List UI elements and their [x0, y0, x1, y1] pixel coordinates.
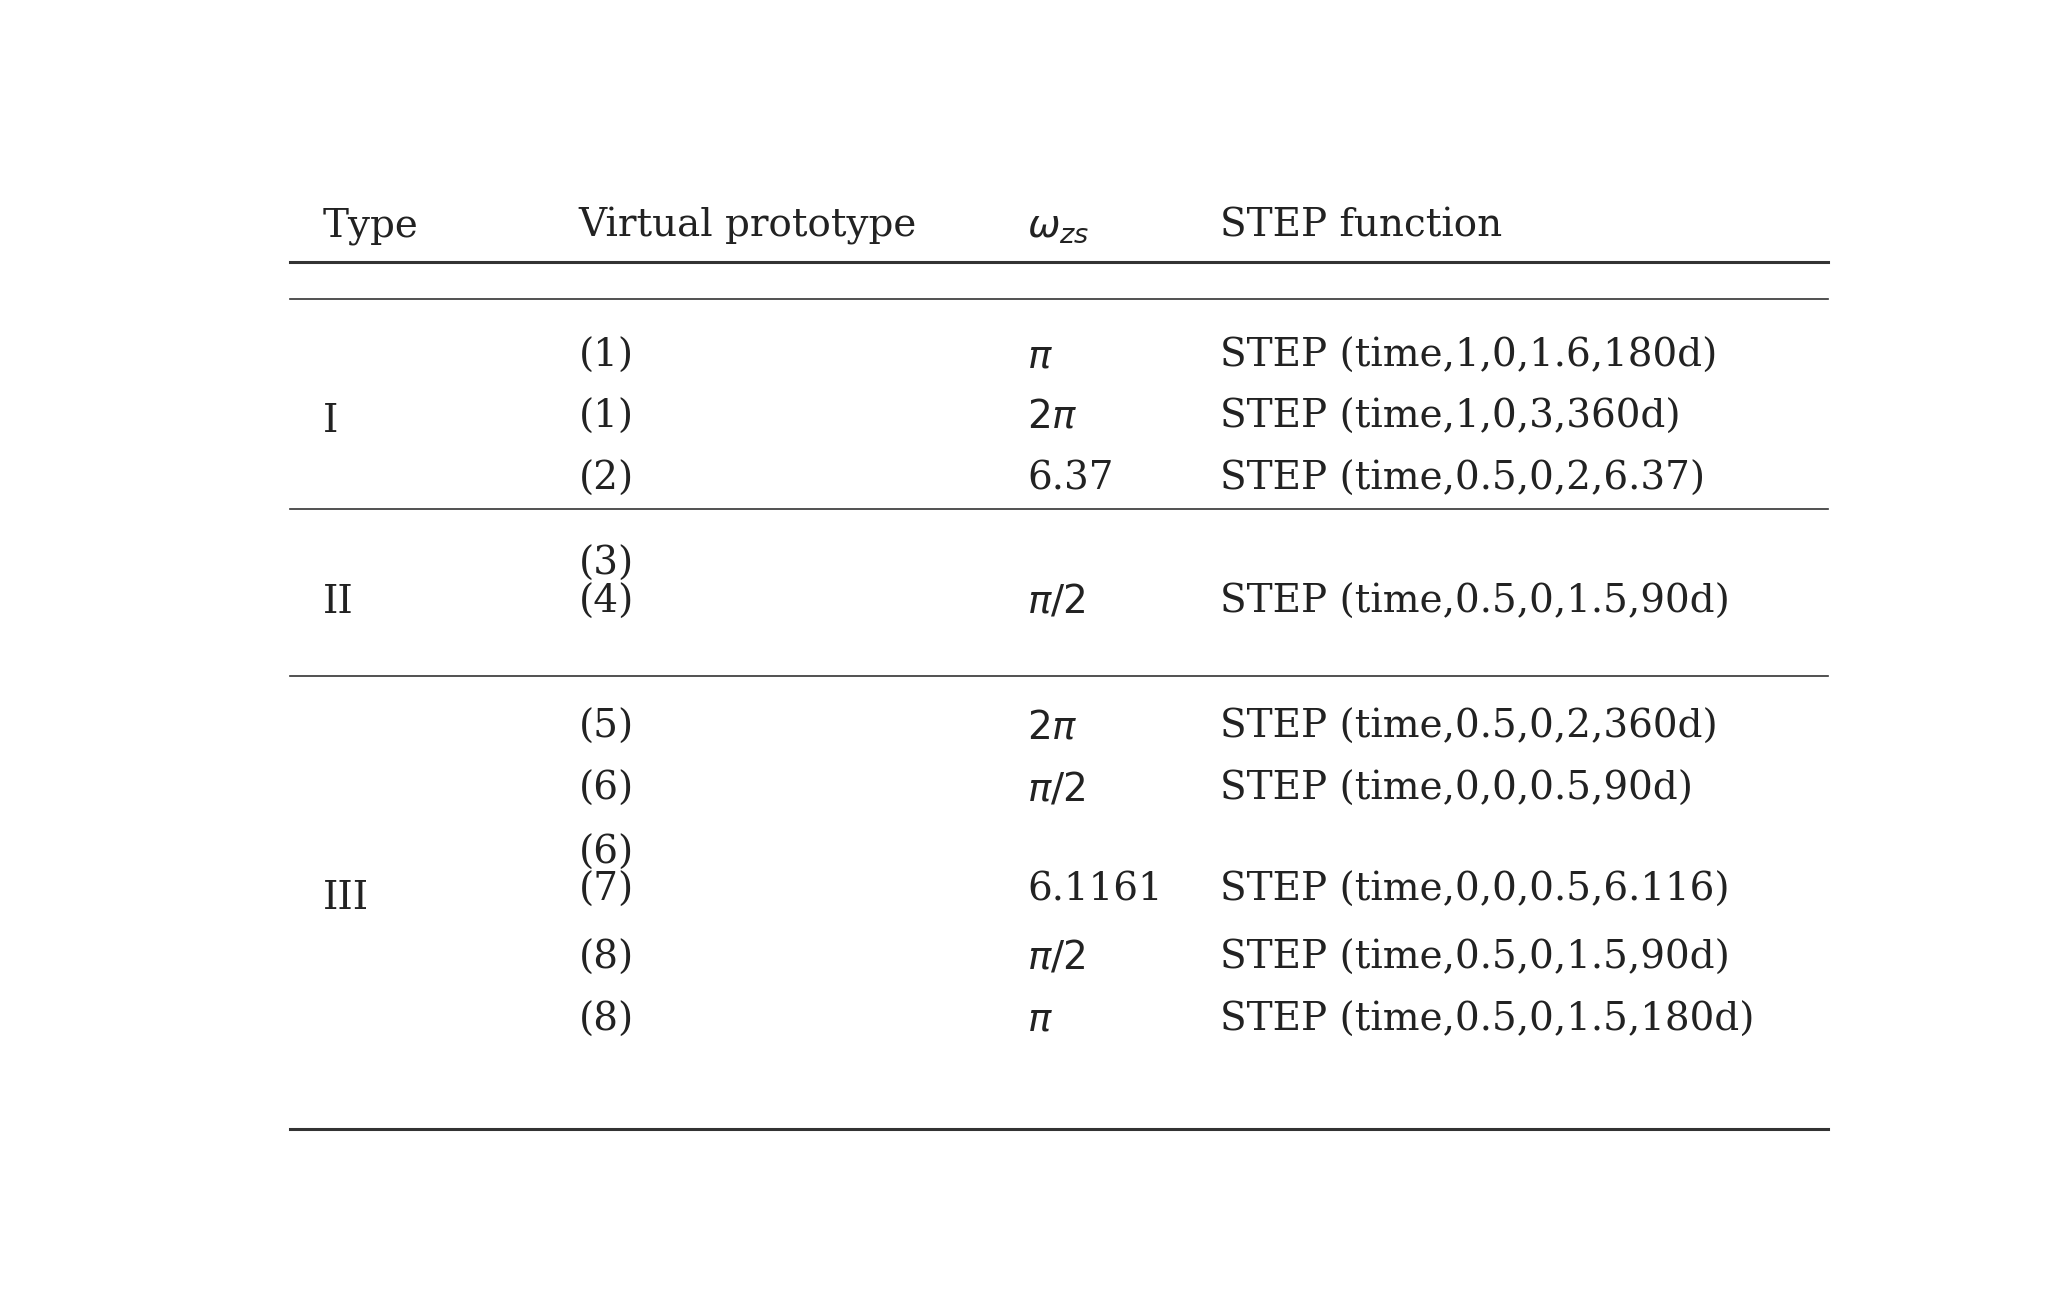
Text: STEP function: STEP function	[1220, 208, 1503, 245]
Text: STEP (time,0.5,0,1.5,90d): STEP (time,0.5,0,1.5,90d)	[1220, 940, 1730, 976]
Text: (8): (8)	[579, 940, 635, 976]
Text: (7): (7)	[579, 871, 635, 909]
Text: 6.1161: 6.1161	[1027, 871, 1164, 909]
Text: $\pi/2$: $\pi/2$	[1027, 940, 1085, 976]
Text: Virtual prototype: Virtual prototype	[579, 207, 918, 245]
Text: STEP (time,0,0,0.5,90d): STEP (time,0,0,0.5,90d)	[1220, 771, 1693, 809]
Text: Type: Type	[322, 207, 418, 245]
Text: (6): (6)	[579, 771, 635, 809]
Text: STEP (time,0.5,0,2,360d): STEP (time,0.5,0,2,360d)	[1220, 710, 1718, 746]
Text: (6): (6)	[579, 835, 635, 871]
Text: STEP (time,1,0,1.6,180d): STEP (time,1,0,1.6,180d)	[1220, 339, 1718, 375]
Text: $\pi/2$: $\pi/2$	[1027, 771, 1085, 809]
Text: (5): (5)	[579, 710, 635, 746]
Text: (4): (4)	[579, 583, 635, 621]
Text: (8): (8)	[579, 1003, 635, 1039]
Text: STEP (time,0,0,0.5,6.116): STEP (time,0,0,0.5,6.116)	[1220, 871, 1730, 909]
Text: (1): (1)	[579, 339, 635, 375]
Text: (2): (2)	[579, 461, 635, 497]
Text: $\pi$: $\pi$	[1027, 1003, 1054, 1039]
Text: STEP (time,0.5,0,1.5,90d): STEP (time,0.5,0,1.5,90d)	[1220, 583, 1730, 621]
Text: 6.37: 6.37	[1027, 461, 1114, 497]
Text: III: III	[322, 880, 368, 917]
Text: STEP (time,0.5,0,1.5,180d): STEP (time,0.5,0,1.5,180d)	[1220, 1003, 1755, 1039]
Text: (1): (1)	[579, 398, 635, 435]
Text: STEP (time,0.5,0,2,6.37): STEP (time,0.5,0,2,6.37)	[1220, 461, 1705, 497]
Text: $\pi$: $\pi$	[1027, 339, 1054, 375]
Text: $\omega_{zs}$: $\omega_{zs}$	[1027, 208, 1089, 245]
Text: $2\pi$: $2\pi$	[1027, 398, 1079, 435]
Text: I: I	[322, 404, 337, 440]
Text: STEP (time,1,0,3,360d): STEP (time,1,0,3,360d)	[1220, 398, 1680, 435]
Text: II: II	[322, 583, 353, 621]
Text: $\pi/2$: $\pi/2$	[1027, 583, 1085, 621]
Text: (3): (3)	[579, 546, 635, 583]
Text: $2\pi$: $2\pi$	[1027, 710, 1079, 746]
